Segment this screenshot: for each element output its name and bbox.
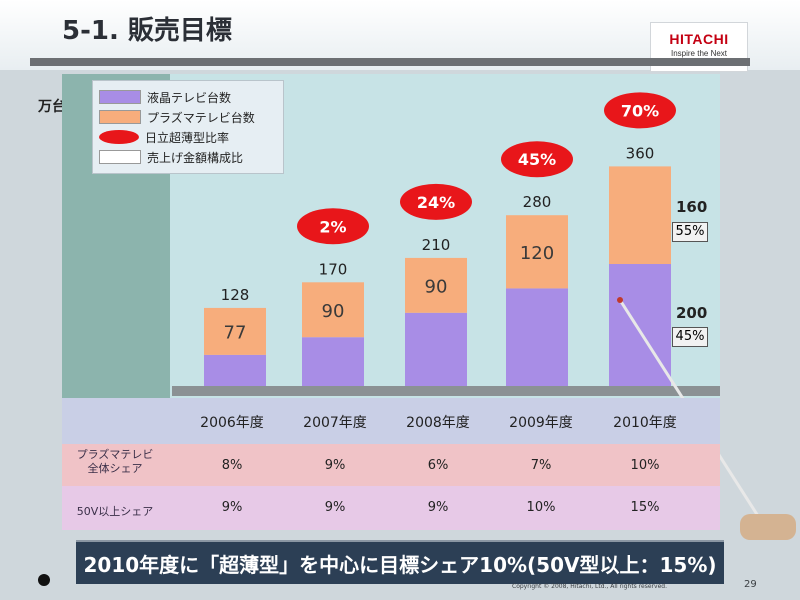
slide-title: 5-1. 販売目標	[62, 16, 232, 46]
composition-lcd-value: 200	[676, 304, 707, 322]
bar-lcd	[506, 288, 568, 386]
plasma-value-label: 77	[224, 322, 247, 343]
total-label: 170	[319, 260, 348, 278]
total-label: 280	[523, 193, 552, 211]
ratio-label: 45%	[518, 150, 556, 169]
table-year: 2006年度	[200, 415, 264, 431]
table-row-plasma-share: 8% 9% 6% 7% 10%	[62, 444, 720, 486]
table-year: 2008年度	[406, 415, 470, 431]
bar-lcd	[204, 354, 266, 386]
table-cell: 9%	[324, 500, 346, 515]
ratio-ellipse	[604, 92, 676, 129]
target-banner: 2010年度に「超薄型」を中心に目標シェア10%(50V型以上：15%)	[76, 540, 724, 584]
table-cell: 9%	[221, 500, 243, 515]
table-row-50v-share: 9% 9% 9% 10% 15%	[62, 486, 720, 530]
legend-item-lcd: 液晶テレビ台数	[99, 89, 231, 105]
total-label: 360	[626, 144, 655, 162]
table-year: 2009年度	[509, 415, 573, 431]
legend-swatch-plasma	[99, 110, 141, 124]
composition-plasma-share: 55%	[672, 222, 708, 242]
legend-label-plasma: プラズマテレビ台数	[147, 110, 255, 125]
header-divider	[30, 58, 750, 66]
plot-baseline	[172, 386, 720, 396]
ratio-label: 70%	[621, 101, 659, 120]
unit-label: 万台	[38, 99, 66, 115]
microphone-icon	[38, 574, 50, 586]
table-cell: 9%	[427, 500, 449, 515]
bar-plasma	[302, 282, 364, 338]
total-label: 210	[422, 236, 451, 254]
plasma-value-label: 90	[425, 276, 448, 297]
bar-plasma	[506, 215, 568, 289]
legend-label-lcd: 液晶テレビ台数	[147, 90, 232, 105]
composition-lcd-share: 45%	[672, 327, 708, 347]
bar-lcd	[302, 337, 364, 386]
legend-swatch-lcd	[99, 90, 141, 104]
plasma-value-label: 90	[322, 301, 345, 322]
bar-plasma	[609, 166, 671, 264]
ratio-label: 24%	[417, 193, 455, 212]
table-cell: 15%	[630, 500, 660, 515]
legend: 液晶テレビ台数 プラズマテレビ台数 日立超薄型比率 売上げ金額構成比	[92, 80, 284, 174]
brand-tagline: Inspire the Next	[670, 49, 728, 58]
table-cell: 7%	[530, 458, 552, 473]
legend-label-ratio: 日立超薄型比率	[145, 130, 230, 145]
table-row-label-plasma: プラズマテレビ 全体シェア	[72, 448, 158, 476]
ratio-ellipse	[501, 141, 573, 178]
table-cell: 9%	[324, 458, 346, 473]
presenter-hand	[740, 514, 796, 540]
legend-item-composition: 売上げ金額構成比	[99, 149, 243, 165]
table-year: 2007年度	[303, 415, 367, 431]
table-cell: 10%	[526, 500, 556, 515]
ratio-ellipse	[297, 208, 369, 245]
brand-name: HITACHI	[669, 31, 729, 47]
page-number: 29	[744, 579, 757, 590]
legend-swatch-composition	[99, 150, 141, 164]
total-label: 128	[221, 286, 250, 304]
table-year: 2010年度	[613, 415, 677, 431]
legend-swatch-ratio	[99, 130, 139, 144]
table-row-label-50v: 50V以上シェア	[76, 505, 154, 518]
table-cell: 10%	[630, 458, 660, 473]
plasma-value-label: 120	[520, 243, 554, 264]
table-year-row: 2006年度 2007年度 2008年度 2009年度 2010年度	[62, 398, 720, 444]
ratio-label: 2%	[319, 217, 346, 236]
legend-item-ratio: 日立超薄型比率	[99, 129, 229, 145]
copyright-text: Copyright © 2008, Hitachi, Ltd., All rig…	[512, 583, 667, 590]
bar-lcd	[405, 312, 467, 386]
bar-plasma	[204, 307, 266, 355]
table-cell: 8%	[221, 458, 243, 473]
table-row-label-plasma-line2: 全体シェア	[87, 462, 143, 475]
table-row-label-plasma-line1: プラズマテレビ	[76, 448, 154, 461]
legend-label-composition: 売上げ金額構成比	[147, 150, 244, 165]
presenter-pointer-tip	[617, 297, 623, 303]
bar-plasma	[405, 257, 467, 313]
table-cell: 6%	[427, 458, 449, 473]
composition-plasma-value: 160	[676, 198, 707, 216]
legend-item-plasma: プラズマテレビ台数	[99, 109, 255, 125]
ratio-ellipse	[400, 183, 472, 220]
share-table: 2006年度 2007年度 2008年度 2009年度 2010年度 8% 9%…	[62, 398, 720, 530]
